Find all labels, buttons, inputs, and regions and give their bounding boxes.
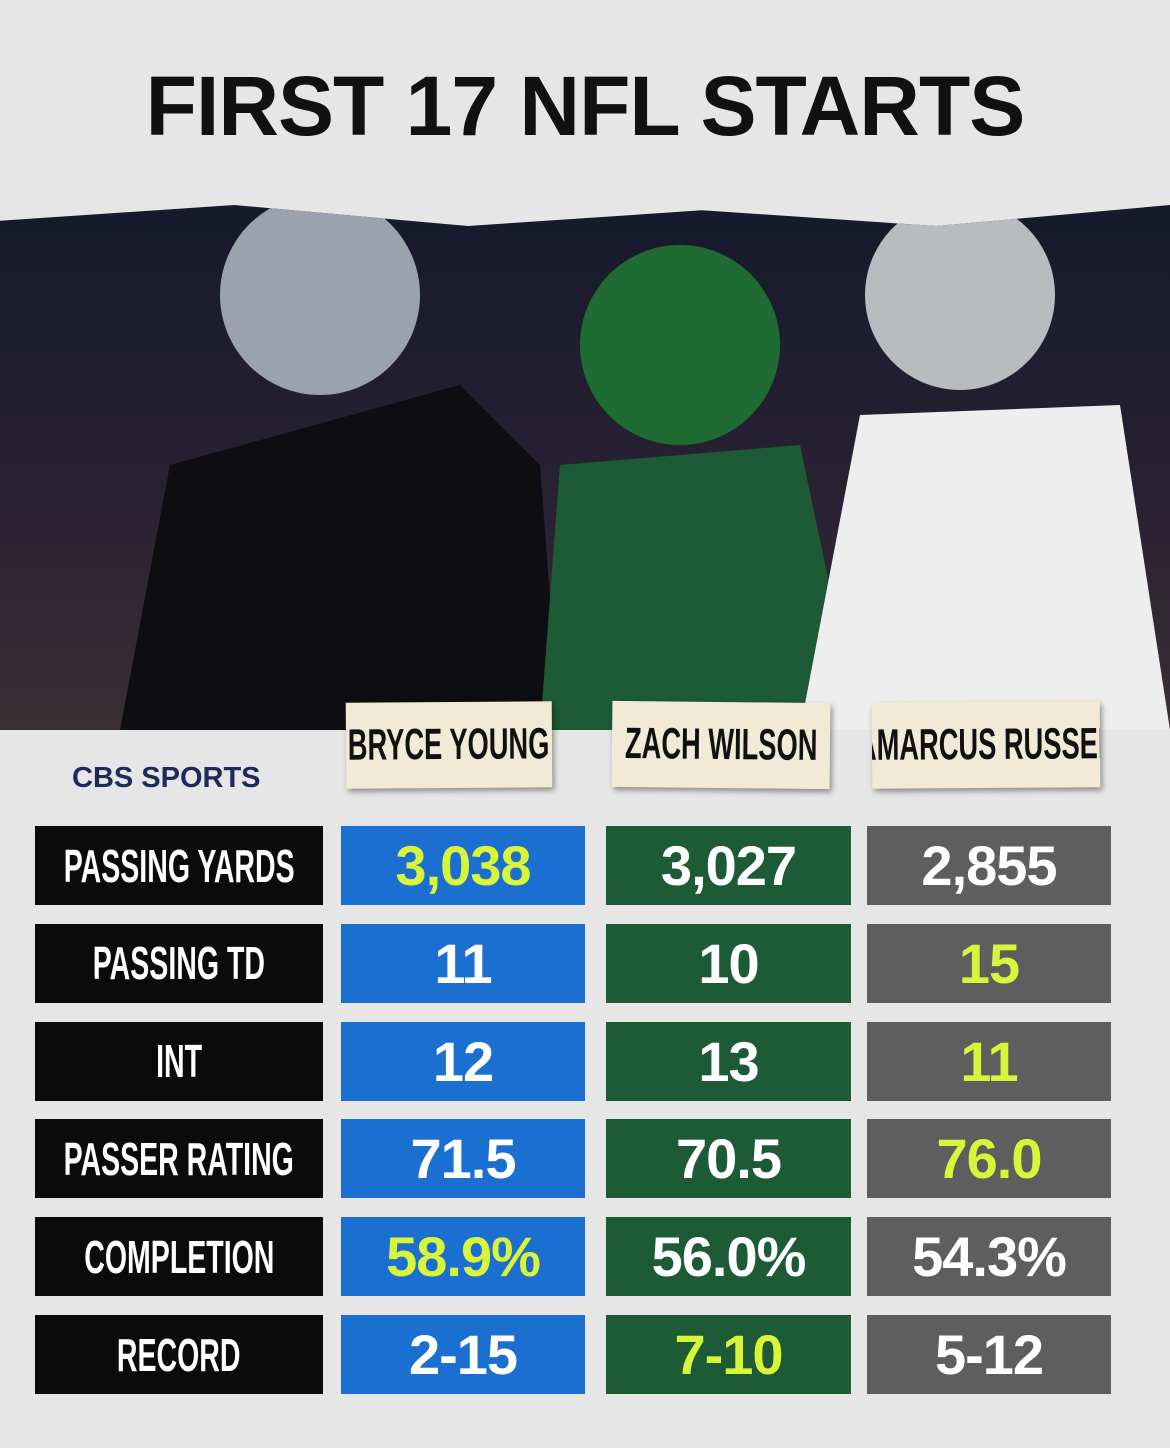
stat-value: 2-15 bbox=[341, 1315, 585, 1394]
row-label: PASSING YARDS bbox=[35, 826, 323, 905]
stat-value: 11 bbox=[341, 923, 585, 1003]
player-name: ZACH WILSON bbox=[611, 700, 831, 790]
stat-value: 12 bbox=[341, 1021, 585, 1101]
row-label: PASSER RATING bbox=[35, 1119, 323, 1199]
stat-value: 11 bbox=[867, 1021, 1111, 1101]
stat-value: 71.5 bbox=[341, 1119, 585, 1199]
stat-value: 70.5 bbox=[606, 1119, 851, 1199]
player-silhouettes bbox=[120, 205, 1170, 730]
stat-value: 13 bbox=[606, 1021, 851, 1101]
stat-value: 7-10 bbox=[606, 1315, 851, 1394]
title: FIRST 17 NFL STARTS bbox=[145, 59, 1026, 153]
player-name: JAMARCUS RUSSELL bbox=[871, 701, 1101, 789]
player-photo bbox=[0, 205, 1170, 730]
stat-value: 58.9% bbox=[341, 1217, 585, 1297]
row-label: COMPLETION bbox=[35, 1217, 323, 1297]
stat-value: 76.0 bbox=[867, 1119, 1111, 1199]
row-label: INT bbox=[35, 1021, 323, 1101]
row-label: RECORD bbox=[35, 1315, 323, 1394]
stat-value: 2,855 bbox=[867, 826, 1111, 905]
player-name: BRYCE YOUNG bbox=[345, 701, 553, 789]
stat-value: 56.0% bbox=[606, 1217, 851, 1297]
brand-logo: CBS SPORTS bbox=[72, 762, 261, 794]
stat-value: 15 bbox=[867, 923, 1111, 1003]
stat-value: 3,027 bbox=[606, 826, 851, 905]
stat-value: 54.3% bbox=[867, 1217, 1111, 1297]
stat-value: 10 bbox=[606, 923, 851, 1003]
row-label: PASSING TD bbox=[35, 923, 323, 1003]
stat-value: 3,038 bbox=[341, 826, 585, 905]
stat-value: 5-12 bbox=[867, 1315, 1111, 1394]
